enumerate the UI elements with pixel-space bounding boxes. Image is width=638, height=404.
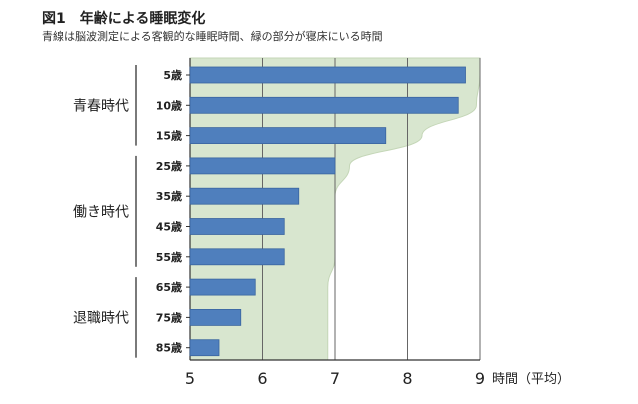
category-label-4: 35歳: [156, 189, 182, 203]
x-tick-label-4: 9: [475, 369, 485, 388]
category-label-7: 65歳: [156, 280, 182, 294]
category-label-6: 55歳: [156, 250, 182, 264]
x-tick-label-0: 5: [185, 369, 195, 388]
x-tick-label-3: 8: [402, 369, 412, 388]
bar-6: [189, 248, 285, 266]
bar-7: [189, 278, 256, 296]
group-label-0: 青春時代: [73, 98, 129, 114]
bar-1: [189, 96, 459, 114]
bar-5: [189, 218, 285, 235]
bar-4: [189, 187, 300, 205]
category-label-8: 75歳: [156, 310, 182, 324]
bar-8: [189, 308, 242, 326]
category-label-9: 85歳: [156, 341, 182, 355]
category-label-1: 10歳: [156, 98, 182, 112]
bar-0: [189, 66, 466, 84]
category-label-0: 5歳: [163, 68, 182, 82]
x-axis-label: 時間（平均）: [492, 372, 570, 387]
category-label-3: 25歳: [156, 159, 182, 173]
group-label-1: 働き時代: [73, 204, 129, 220]
group-label-2: 退職時代: [73, 310, 129, 326]
category-label-2: 15歳: [156, 129, 182, 143]
bar-3: [189, 157, 336, 175]
chart-title: 図1 年齢による睡眠変化: [42, 11, 206, 27]
chart-subtitle: 青線は脳波測定による客観的な睡眠時間、緑の部分が寝床にいる時間: [42, 30, 383, 43]
x-tick-label-1: 6: [257, 369, 267, 388]
category-label-5: 45歳: [156, 220, 182, 234]
labels-layer: 5歳 10歳 15歳 25歳 35歳 45歳 55歳 65歳 75歳 85歳 青春時代働き時代退職時…: [73, 65, 570, 388]
bar-9: [189, 339, 220, 357]
bar-2: [189, 127, 387, 144]
bars-layer: [189, 66, 466, 357]
x-tick-label-2: 7: [330, 369, 340, 388]
